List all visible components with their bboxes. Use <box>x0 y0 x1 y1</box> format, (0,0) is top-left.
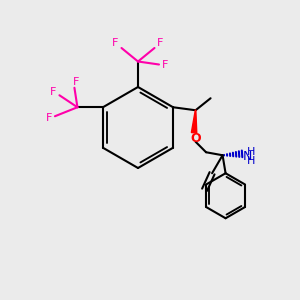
Text: F: F <box>112 38 119 49</box>
Text: F: F <box>73 77 79 87</box>
Text: F: F <box>157 38 164 49</box>
Text: O: O <box>190 132 201 145</box>
Polygon shape <box>191 110 197 133</box>
Text: F: F <box>46 113 52 123</box>
Text: N: N <box>242 150 252 163</box>
Text: H: H <box>247 147 255 157</box>
Text: F: F <box>50 87 57 97</box>
Text: F: F <box>162 59 168 70</box>
Text: H: H <box>247 156 255 166</box>
